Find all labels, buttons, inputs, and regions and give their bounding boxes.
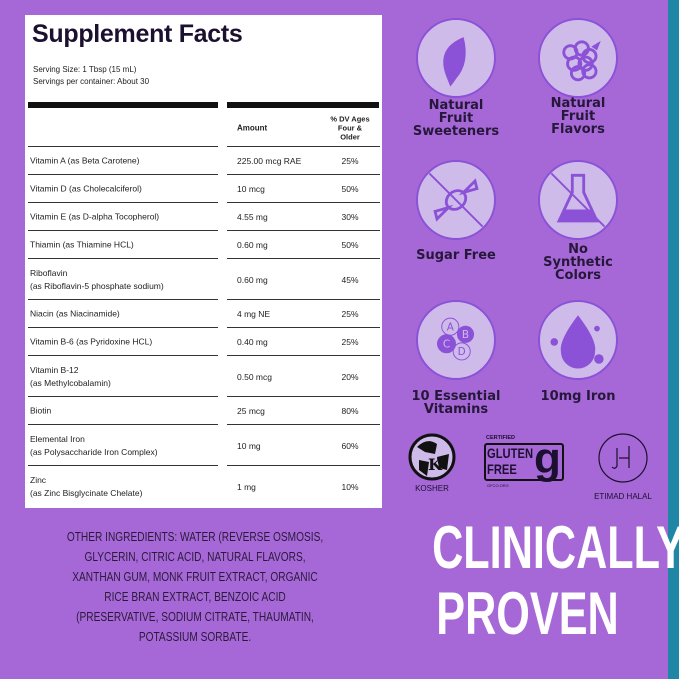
feature-label: 10 Essential Vitamins <box>411 389 501 417</box>
g-mark-icon: g <box>534 434 561 483</box>
nutrient-amount: 25 mcg <box>237 406 265 416</box>
feature-label: No Synthetic Colors <box>543 242 613 283</box>
table-row: Zinc (as Zinc Bisglycinate Chelate) 1 mg 1… <box>28 466 380 507</box>
nutrient-name: Thiamin (as Thiamine HCL) <box>30 239 134 250</box>
nutrient-dv: 80% <box>341 406 359 416</box>
nutrient-name: Vitamin B-6 (as Pyridoxine HCL) <box>30 336 153 347</box>
nutrient-name: Niacin (as Niacinamide) <box>30 308 120 319</box>
halal-label: ETIMAD HALAL <box>594 492 652 501</box>
svg-text:A: A <box>447 322 455 334</box>
svg-text:C: C <box>443 339 450 351</box>
supplement-facts-panel: Supplement Facts Serving Size: 1 Tbsp (1… <box>25 15 382 508</box>
serving-size: Serving Size: 1 Tbsp (15 mL) <box>33 65 137 74</box>
header-bar <box>227 102 379 108</box>
nutrient-name: Biotin <box>30 405 52 416</box>
kosher-globe-icon: K <box>408 433 456 481</box>
nutrient-dv: 25% <box>341 156 359 166</box>
nutrient-dv: 50% <box>341 184 359 194</box>
gluten-free-logo: CERTIFIED GLUTEN FREE g GFCO.ORG <box>482 435 577 493</box>
table-row: Thiamin (as Thiamine HCL) 0.60 mg 50% <box>28 231 380 259</box>
nutrient-name: Zinc (as Zinc Bisglycinate Chelate) <box>30 474 143 498</box>
nutrient-dv: 25% <box>341 309 359 319</box>
table-row: Vitamin D (as Cholecalciferol) 10 mcg 50% <box>28 175 380 203</box>
gluten-text: GLUTEN FREE <box>487 445 534 477</box>
table-row: Niacin (as Niacinamide) 4 mg NE 25% <box>28 300 380 328</box>
header-bar <box>28 102 218 108</box>
gfco-site: GFCO.ORG <box>487 483 509 488</box>
amount-header: Amount <box>237 123 268 132</box>
nutrient-amount: 10 mg <box>237 440 261 451</box>
clinically-proven-headline: CLINICALLY PROVEN <box>432 514 679 647</box>
nutrient-dv: 50% <box>341 240 359 250</box>
side-stripe <box>668 0 679 679</box>
nutrient-name: Vitamin B-12 (as Methylcobalamin) <box>30 364 111 388</box>
feature-label: Natural Fruit Flavors <box>550 96 606 137</box>
facts-title: Supplement Facts <box>32 20 243 48</box>
nutrient-dv: 25% <box>341 337 359 347</box>
nutrient-name: Vitamin D (as Cholecalciferol) <box>30 183 142 194</box>
other-ingredients: OTHER INGREDIENTS: WATER (REVERSE OSMOSI… <box>66 529 324 644</box>
servings-per-container: Servings per container: About 30 <box>33 77 150 86</box>
kosher-label: KOSHER <box>415 484 449 493</box>
nutrient-name: Elemental Iron (as Polysaccharide Iron C… <box>30 433 158 457</box>
drop-icon <box>538 300 618 380</box>
svg-text:D: D <box>458 346 466 358</box>
table-row: Vitamin E (as D-alpha Tocopherol) 4.55 mg… <box>28 203 380 231</box>
nutrient-dv: 30% <box>341 212 359 222</box>
nutrient-amount: 0.40 mg <box>237 337 268 347</box>
nutrient-dv: 20% <box>341 371 359 382</box>
table-row: Vitamin B-12 (as Methylcobalamin) 0.50 mc… <box>28 356 380 397</box>
nutrient-amount: 225.00 mcg RAE <box>237 156 302 166</box>
svg-text:B: B <box>462 329 469 341</box>
nutrient-amount: 0.60 mg <box>237 240 268 250</box>
raspberry-icon <box>538 18 618 98</box>
no-candy-icon <box>416 160 496 240</box>
nutrient-dv: 60% <box>341 440 359 451</box>
table-row: Elemental Iron (as Polysaccharide Iron C… <box>28 425 380 466</box>
nutrient-dv: 45% <box>341 274 359 285</box>
feature-label: 10mg Iron <box>540 389 616 404</box>
kosher-logo: K KOSHER <box>402 432 462 493</box>
svg-text:K: K <box>428 455 443 474</box>
feature-label: Natural Fruit Sweeteners <box>412 98 500 139</box>
halal-logo: ETIMAD HALAL <box>583 432 663 501</box>
table-row: Vitamin A (as Beta Carotene) 225.00 mcg R… <box>28 147 380 175</box>
feature-label: Sugar Free <box>416 248 496 263</box>
nutrient-name: Vitamin E (as D-alpha Tocopherol) <box>30 211 160 222</box>
nutrient-dv: 10% <box>341 481 359 492</box>
nutrient-amount: 0.60 mg <box>237 274 268 285</box>
nutrient-name: Vitamin A (as Beta Carotene) <box>30 155 140 166</box>
nutrient-name: Riboflavin (as Riboflavin-5 phosphate so… <box>30 267 164 291</box>
nutrient-amount: 10 mcg <box>237 184 265 194</box>
leaf-icon <box>416 18 496 98</box>
table-row: Vitamin B-6 (as Pyridoxine HCL) 0.40 mg 25… <box>28 328 380 356</box>
halal-icon <box>598 433 648 483</box>
dv-header: % DV Ages Four & Older <box>330 114 370 141</box>
nutrient-amount: 1 mg <box>237 481 256 492</box>
nutrient-amount: 4 mg NE <box>237 309 271 319</box>
table-row: Riboflavin (as Riboflavin-5 phosphate so… <box>28 259 380 300</box>
nutrient-amount: 0.50 mcg <box>237 371 272 382</box>
table-header: Amount % DV Ages Four & Older <box>28 108 380 147</box>
nutrient-amount: 4.55 mg <box>237 212 268 222</box>
table-row: Biotin 25 mcg 80% <box>28 397 380 425</box>
no-flask-icon <box>538 160 618 240</box>
gluten-certified-text: CERTIFIED <box>486 435 516 441</box>
